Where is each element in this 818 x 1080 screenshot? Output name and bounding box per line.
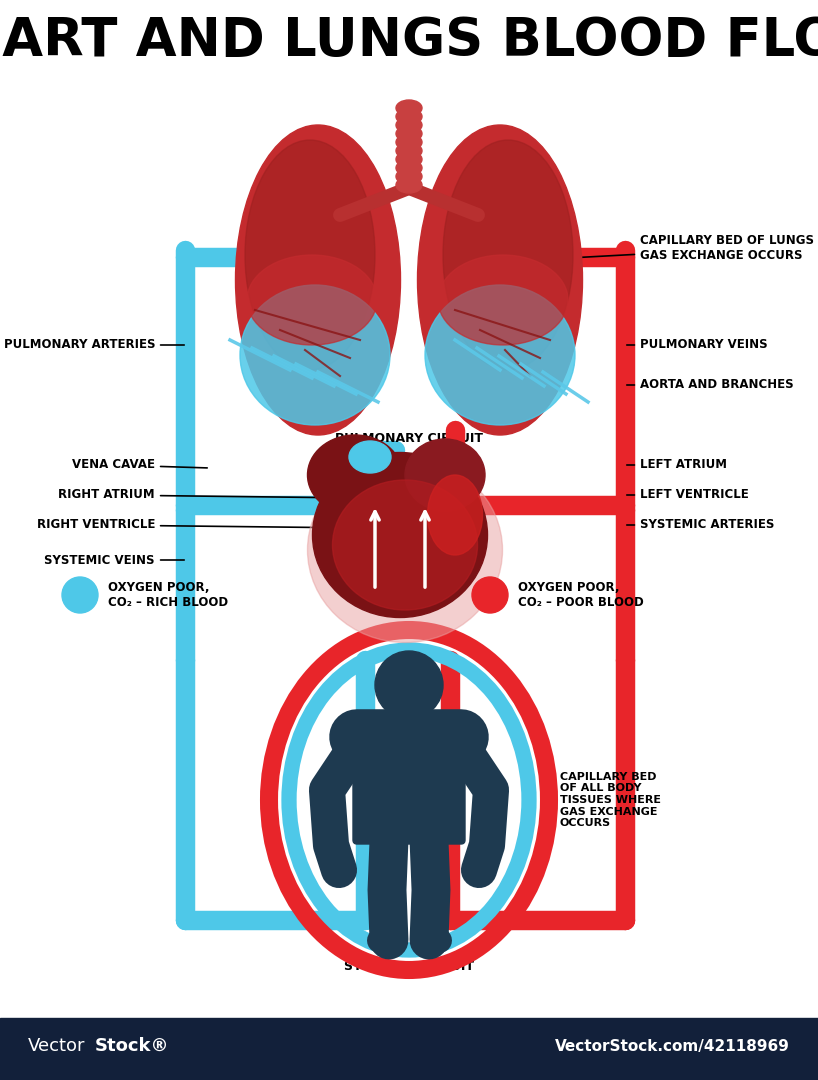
Ellipse shape — [438, 255, 568, 345]
Text: RIGHT ATRIUM: RIGHT ATRIUM — [58, 488, 357, 501]
Ellipse shape — [312, 453, 488, 618]
Text: SYSTEMIC ARTERIES: SYSTEMIC ARTERIES — [627, 518, 775, 531]
Circle shape — [472, 577, 508, 613]
Ellipse shape — [396, 151, 422, 167]
Text: SYSTEMIC CIRCUIT: SYSTEMIC CIRCUIT — [344, 960, 474, 973]
Text: PULMONARY CIRCUIT: PULMONARY CIRCUIT — [335, 432, 483, 445]
Circle shape — [62, 577, 98, 613]
Text: CAPILLARY BED
OF ALL BODY
TISSUES WHERE
GAS EXCHANGE
OCCURS: CAPILLARY BED OF ALL BODY TISSUES WHERE … — [560, 772, 661, 828]
Text: OXYGEN POOR,
CO₂ – POOR BLOOD: OXYGEN POOR, CO₂ – POOR BLOOD — [518, 581, 644, 609]
Ellipse shape — [308, 458, 502, 643]
Circle shape — [375, 651, 443, 719]
Text: VENA CAVAE: VENA CAVAE — [72, 459, 207, 472]
Ellipse shape — [443, 140, 573, 370]
Ellipse shape — [349, 441, 391, 473]
Text: PULMONARY ARTERIES: PULMONARY ARTERIES — [3, 338, 184, 351]
Text: HEART AND LUNGS BLOOD FLOW: HEART AND LUNGS BLOOD FLOW — [0, 15, 818, 67]
Text: LEFT VENTRICLE: LEFT VENTRICLE — [627, 488, 748, 501]
FancyBboxPatch shape — [353, 726, 465, 843]
Text: Stock®: Stock® — [95, 1037, 169, 1055]
Text: RIGHT VENTRICLE: RIGHT VENTRICLE — [37, 518, 362, 531]
Text: PULMONARY VEINS: PULMONARY VEINS — [627, 338, 767, 351]
Ellipse shape — [396, 160, 422, 176]
Ellipse shape — [245, 140, 375, 370]
Text: Vector: Vector — [28, 1037, 86, 1055]
Text: CAPILLARY BED OF LUNGS WHERE
GAS EXCHANGE OCCURS: CAPILLARY BED OF LUNGS WHERE GAS EXCHANG… — [498, 234, 818, 262]
Ellipse shape — [396, 125, 422, 141]
Ellipse shape — [396, 177, 422, 193]
Ellipse shape — [236, 125, 401, 435]
Ellipse shape — [425, 285, 575, 426]
Text: AORTA AND BRANCHES: AORTA AND BRANCHES — [627, 378, 793, 391]
Ellipse shape — [396, 117, 422, 133]
Ellipse shape — [332, 480, 478, 610]
Ellipse shape — [308, 435, 402, 515]
Ellipse shape — [396, 109, 422, 124]
Text: OXYGEN POOR,
CO₂ – RICH BLOOD: OXYGEN POOR, CO₂ – RICH BLOOD — [108, 581, 228, 609]
Text: VectorStock.com/42118969: VectorStock.com/42118969 — [555, 1039, 790, 1053]
Bar — [0, 1018, 818, 1080]
Ellipse shape — [396, 100, 422, 116]
Ellipse shape — [240, 285, 390, 426]
Ellipse shape — [396, 168, 422, 185]
Text: SYSTEMIC VEINS: SYSTEMIC VEINS — [44, 553, 184, 567]
Text: LEFT ATRIUM: LEFT ATRIUM — [627, 459, 727, 472]
Ellipse shape — [396, 143, 422, 159]
Ellipse shape — [396, 134, 422, 150]
Ellipse shape — [247, 255, 377, 345]
Ellipse shape — [428, 475, 483, 555]
Ellipse shape — [405, 438, 485, 511]
Ellipse shape — [417, 125, 582, 435]
